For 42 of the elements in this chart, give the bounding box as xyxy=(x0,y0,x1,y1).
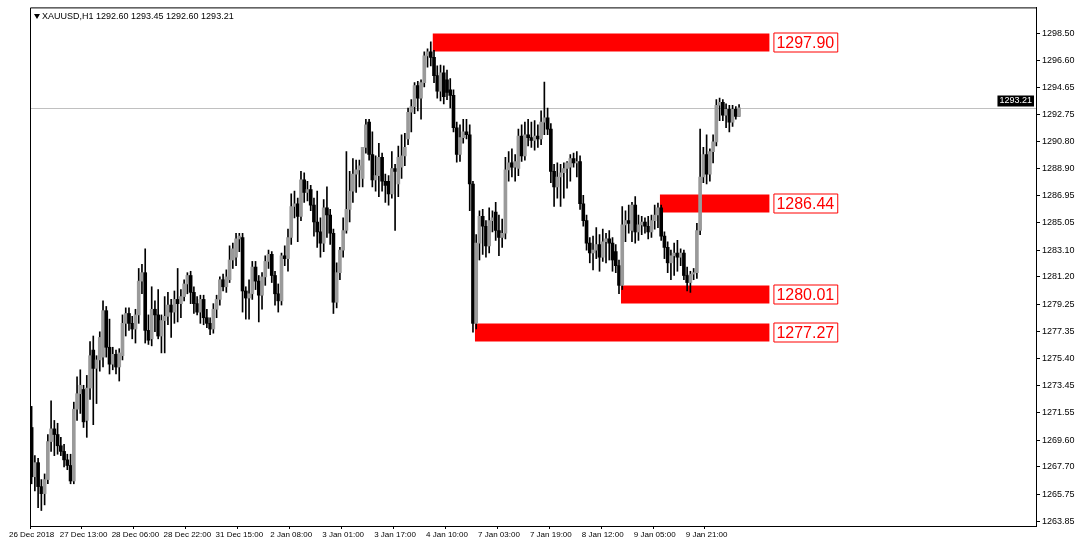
x-tick-label: 7 Jan 03:00 xyxy=(478,530,521,539)
ref-line-label: 1277.27 xyxy=(776,323,835,341)
y-tick-label: 1294.65 xyxy=(1042,82,1075,93)
y-tick-label: 1283.10 xyxy=(1042,244,1075,255)
x-tick-label: 4 Jan 10:00 xyxy=(426,530,469,539)
y-tick-label: 1296.60 xyxy=(1042,54,1075,65)
x-tick-label: 7 Jan 19:00 xyxy=(529,530,573,539)
x-tick-label: 8 Jan 12:00 xyxy=(581,530,625,539)
y-tick-label: 1269.60 xyxy=(1042,434,1075,445)
x-tick-label: 9 Jan 05:00 xyxy=(633,530,677,539)
y-tick-label: 1277.35 xyxy=(1042,325,1075,336)
candlestick xyxy=(724,103,728,129)
ref-line-label: 1293.21 xyxy=(999,95,1033,106)
candlestick xyxy=(480,209,485,255)
x-tick-label: 2 Jan 08:00 xyxy=(270,530,313,539)
y-tick-label: 1292.75 xyxy=(1042,108,1075,119)
y-tick-label: 1273.45 xyxy=(1042,380,1075,391)
x-tick-label: 3 Jan 17:00 xyxy=(374,530,417,539)
x-tick-label: 3 Jan 01:00 xyxy=(322,530,365,539)
ref-line-label: 1286.44 xyxy=(776,194,835,212)
x-tick-label: 28 Dec 22:00 xyxy=(163,530,212,539)
y-tick-label: 1288.90 xyxy=(1042,163,1075,174)
x-tick-label: 31 Dec 15:00 xyxy=(215,530,264,539)
ref-line-label: 1297.90 xyxy=(776,33,835,51)
y-tick-label: 1290.80 xyxy=(1042,136,1075,147)
y-tick-label: 1279.25 xyxy=(1042,298,1075,309)
y-tick-label: 1285.05 xyxy=(1042,217,1075,228)
candlestick xyxy=(672,242,676,276)
y-tick-label: 1275.40 xyxy=(1042,353,1075,364)
y-tick-label: 1271.55 xyxy=(1042,407,1075,418)
y-tick-label: 1265.75 xyxy=(1042,488,1075,499)
y-tick-label: 1263.85 xyxy=(1042,515,1075,526)
x-tick-label: 9 Jan 21:00 xyxy=(685,530,729,539)
chart-title: XAUUSD,H1 1292.60 1293.45 1292.60 1293.21 xyxy=(42,10,234,21)
y-tick-label: 1286.95 xyxy=(1042,190,1075,201)
x-tick-label: 26 Dec 2018 xyxy=(8,530,55,539)
x-tick-label: 27 Dec 13:00 xyxy=(59,530,108,539)
x-tick-label: 28 Dec 06:00 xyxy=(111,530,160,539)
y-tick-label: 1281.20 xyxy=(1042,271,1075,282)
y-tick-label: 1298.50 xyxy=(1042,27,1075,38)
ref-line-label: 1280.01 xyxy=(776,285,835,303)
y-tick-label: 1267.70 xyxy=(1042,461,1075,472)
